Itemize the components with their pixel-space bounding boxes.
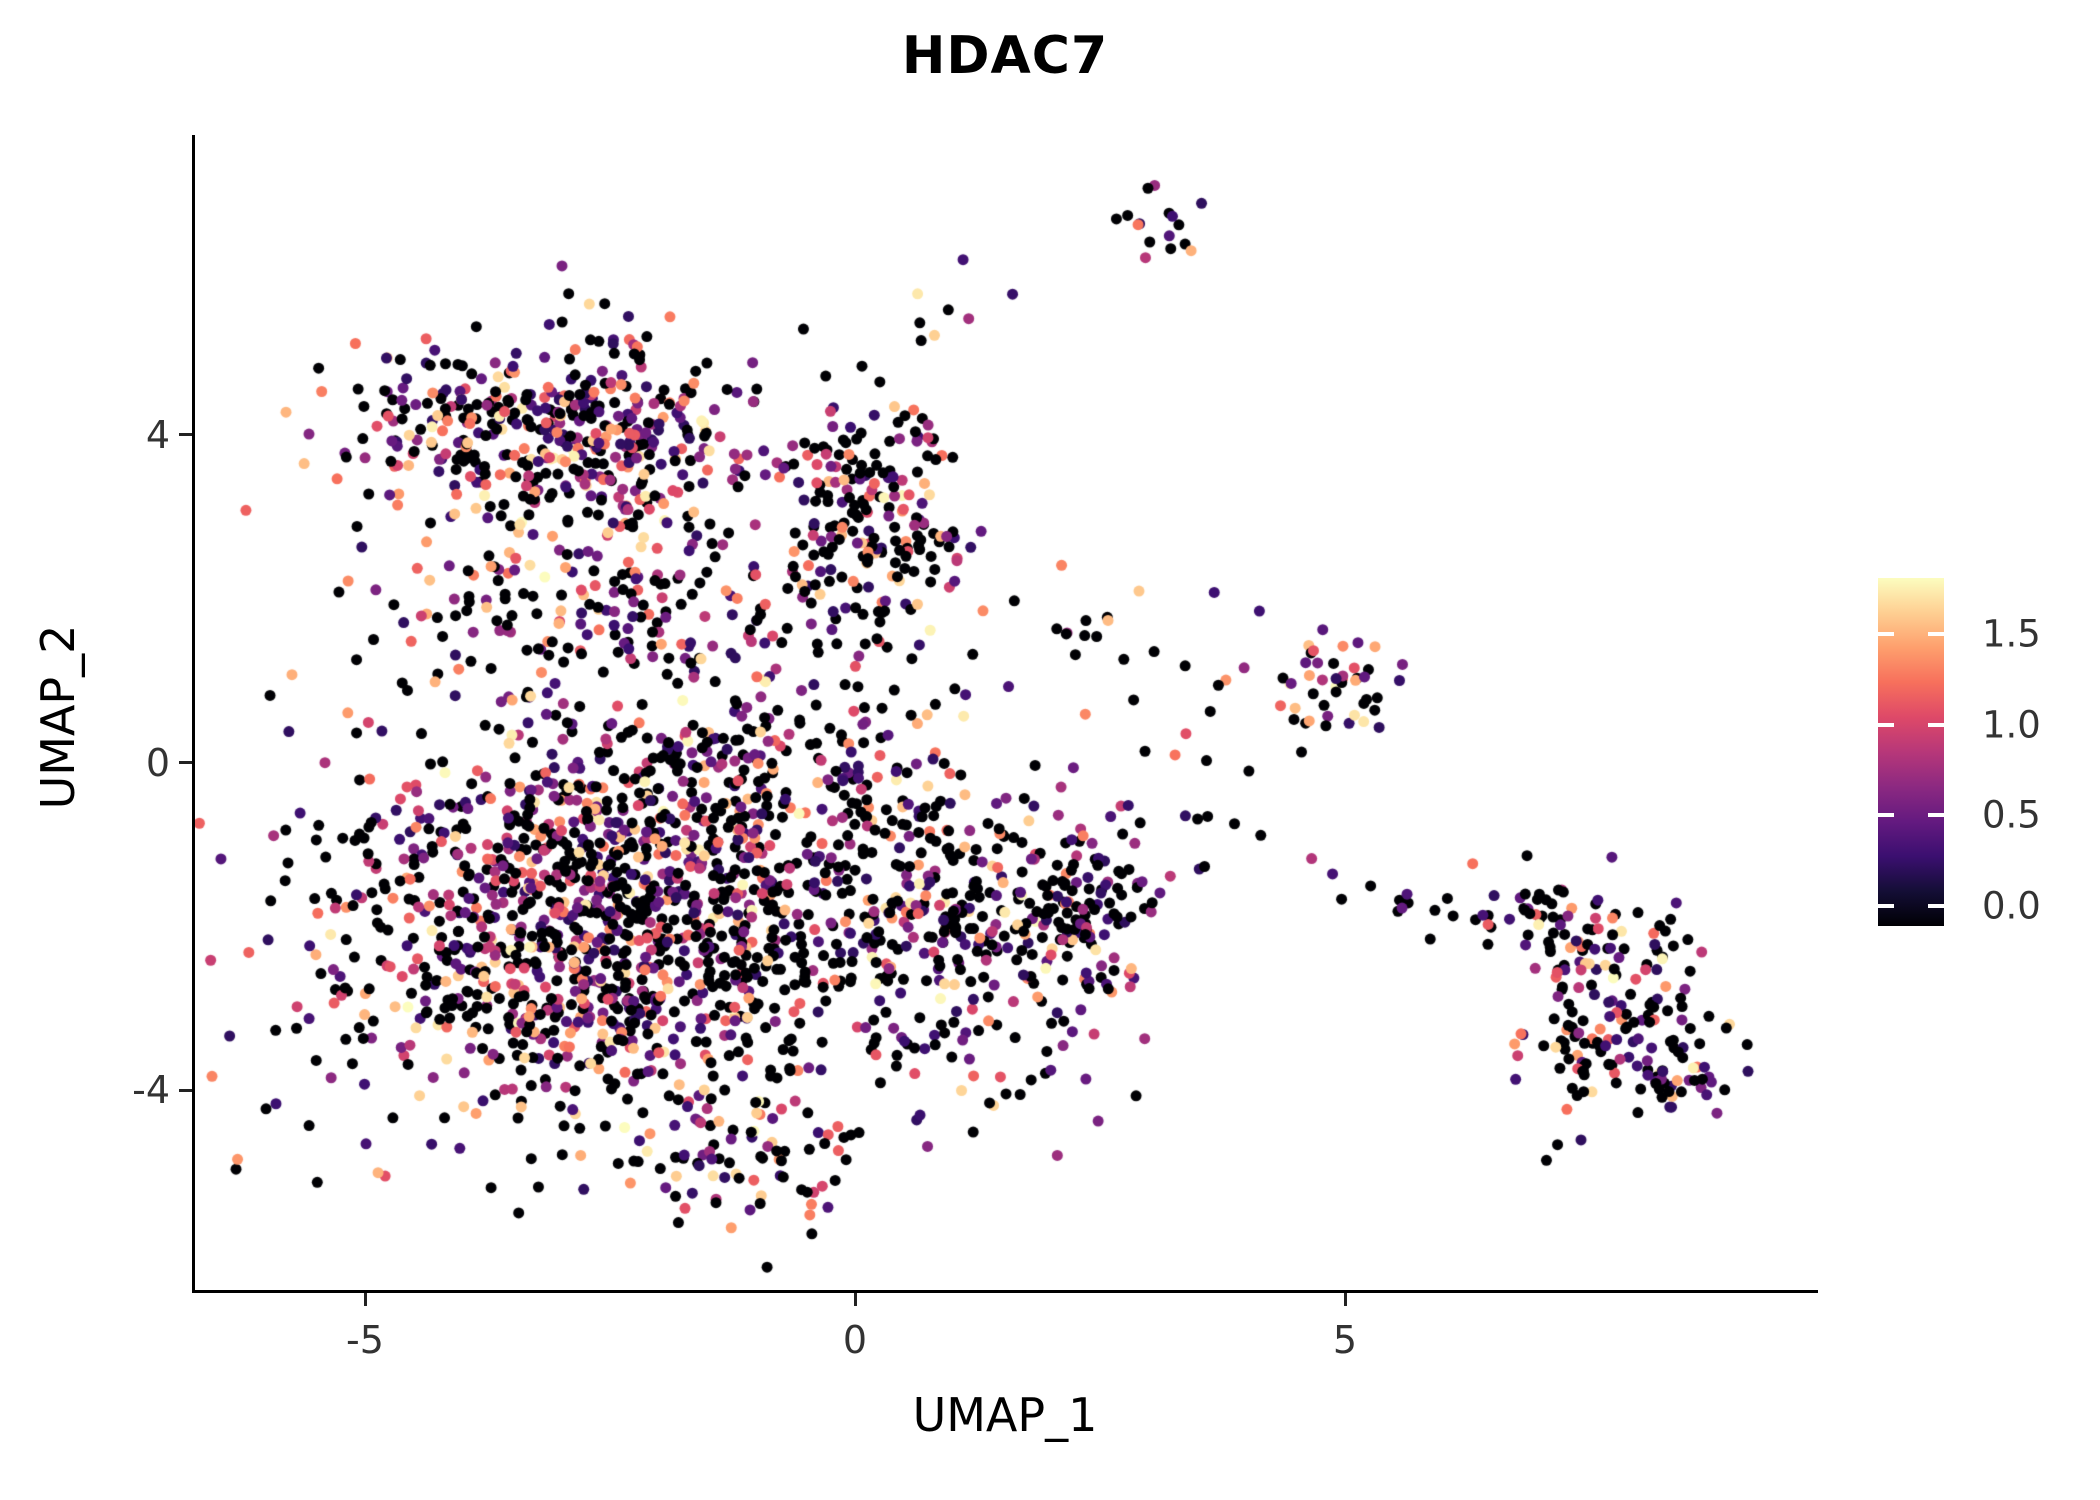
colorbar-tick-label: 1.0 [1982,703,2041,747]
colorbar-gradient [1878,578,1944,926]
colorbar-tick-label: 0.0 [1982,884,2041,928]
y-tick-mark [179,761,192,764]
y-tick-label: 4 [145,412,170,457]
y-tick-label: -4 [132,1068,170,1113]
colorbar-tick-mark [1928,722,1944,727]
colorbar-tick-mark [1928,632,1944,637]
colorbar-tick-mark [1878,904,1894,909]
x-tick-mark [853,1293,857,1306]
y-tick-mark [179,1088,192,1092]
y-axis-line [192,135,195,1293]
y-tick-mark [179,433,192,437]
colorbar-tick-mark [1928,813,1944,818]
plot-title: HDAC7 [901,26,1109,86]
y-axis-title: UMAP_2 [31,624,85,810]
x-tick-mark [363,1293,367,1306]
colorbar-tick-label: 1.5 [1982,612,2041,656]
colorbar-tick-mark [1928,904,1944,909]
colorbar-tick-mark [1878,722,1894,727]
x-tick-label: -5 [346,1318,384,1362]
x-tick-label: 5 [1332,1318,1358,1362]
scatter-points-canvas [195,135,1815,1290]
x-axis-title: UMAP_1 [912,1388,1098,1442]
colorbar-tick-mark [1878,632,1894,637]
y-tick-label: 0 [145,740,170,785]
x-tick-label: 0 [842,1318,868,1362]
x-axis-line [192,1290,1818,1293]
x-tick-mark [1343,1293,1347,1306]
colorbar-tick-label: 0.5 [1982,793,2041,837]
colorbar-tick-mark [1878,813,1894,818]
